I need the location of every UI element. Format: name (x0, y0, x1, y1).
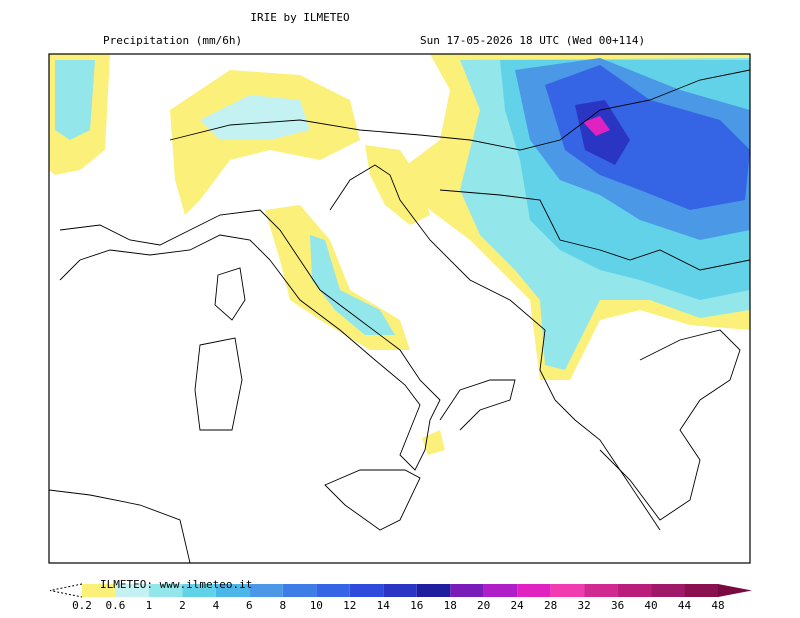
precip-area (200, 95, 310, 140)
colorbar-cell (148, 584, 183, 597)
border (439, 189, 750, 271)
colorbar-high (718, 584, 752, 597)
colorbar-cell (82, 584, 116, 597)
credit: ILMETEO: www.ilmeteo.it (100, 578, 252, 591)
colorbar-label: 6 (246, 599, 253, 612)
colorbar-cell (282, 584, 317, 597)
colorbar-low (49, 583, 83, 598)
precip-area (365, 145, 430, 225)
colorbar-label: 4 (213, 599, 220, 612)
colorbar-cell (617, 584, 652, 597)
colorbar-cell (215, 584, 250, 597)
colorbar-label: 2 (179, 599, 186, 612)
colorbar-cell (684, 584, 718, 597)
colorbar-label: 8 (280, 599, 287, 612)
colorbar-label: 24 (511, 599, 525, 612)
coastline (214, 267, 246, 321)
colorbar-cell (517, 584, 551, 597)
border (169, 69, 750, 151)
map (48, 53, 751, 564)
colorbar-cell (651, 584, 685, 597)
colorbar-cell (483, 584, 518, 597)
coastline (59, 209, 441, 471)
coastline (324, 469, 421, 531)
colorbar-label: 20 (477, 599, 490, 612)
precip-area (583, 116, 610, 136)
colorbar-cell (416, 584, 451, 597)
precip-area (170, 70, 360, 215)
colorbar-cell (383, 584, 417, 597)
coastline (599, 329, 741, 521)
coastline (194, 337, 243, 431)
subtitle: Precipitation (mm/6h) (103, 34, 242, 47)
map-frame (48, 53, 751, 564)
precip-area (422, 430, 445, 455)
title: IRIE by ILMETEO (250, 11, 349, 24)
colorbar-label: 18 (444, 599, 457, 612)
precipitation (49, 54, 750, 455)
precip-area (55, 60, 95, 140)
colorbar-cell (349, 584, 384, 597)
coastline (49, 489, 191, 563)
colorbar-cell (584, 584, 618, 597)
colorbar-label: 28 (544, 599, 557, 612)
coastlines (49, 69, 750, 563)
colorbar-cell (182, 584, 216, 597)
colorbar-label: 44 (678, 599, 692, 612)
colorbar: 48 44 40 36 32 28 24 20 18 16 14 12 10 8 6 4 2 1 0.6 0.2 IL… (49, 578, 752, 612)
colorbar-label: 0.2 (72, 599, 92, 612)
colorbar-label: 0.6 (106, 599, 126, 612)
colorbar-label: 32 (577, 599, 590, 612)
colorbar-label: 48 (711, 599, 724, 612)
colorbar-label: 40 (644, 599, 657, 612)
date: Sun 17-05-2026 18 UTC (Wed 00+114) (420, 34, 645, 47)
colorbar-cell (450, 584, 484, 597)
colorbar-cell (249, 584, 283, 597)
colorbar-cell (115, 584, 149, 597)
colorbar-label: 36 (611, 599, 624, 612)
colorbar-label: 16 (410, 599, 423, 612)
precip-area (310, 235, 395, 335)
colorbar-label: 14 (377, 599, 391, 612)
colorbar-label: 12 (343, 599, 356, 612)
colorbar-label: 1 (146, 599, 153, 612)
coastline (439, 379, 516, 431)
colorbar-label: 10 (310, 599, 323, 612)
coastline (329, 164, 661, 531)
colorbar-cell (316, 584, 350, 597)
precip-area (545, 65, 750, 210)
colorbar-cell (550, 584, 585, 597)
